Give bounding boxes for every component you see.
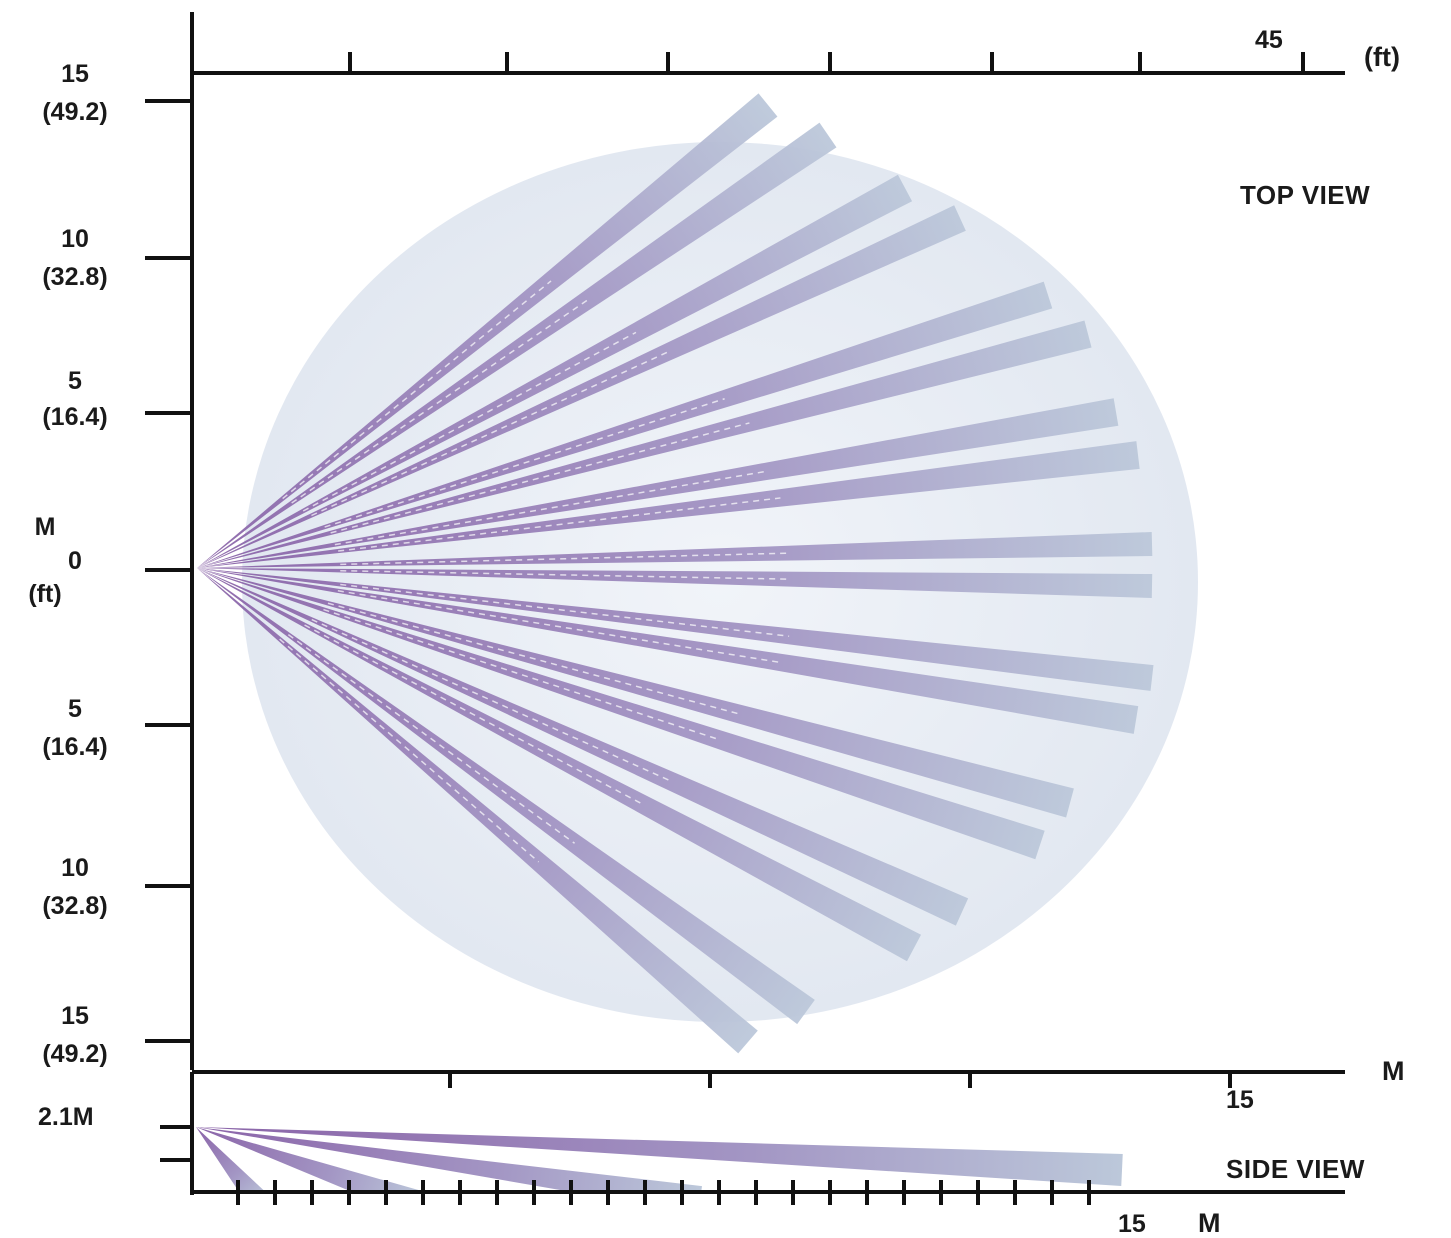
y-tick-3-m: 0 [68,547,82,575]
beam-2-dash [291,298,589,504]
y-tick-2-ft: (16.4) [42,403,107,431]
side-view-label: SIDE VIEW [1226,1154,1365,1184]
beam-11-dash [340,583,790,637]
beam-10 [197,568,1153,598]
ft-axis-unit: (ft) [1364,42,1400,72]
y-tick-5-m: 10 [61,854,89,882]
y-unit-bottom: (ft) [28,580,61,608]
beam-3 [197,174,913,568]
side-view-beams [196,1127,1123,1192]
top-view-label: TOP VIEW [1240,180,1370,210]
beam-3-dash [302,331,637,512]
beam-12 [197,568,1139,734]
beam-17-dash [287,633,576,844]
beam-17 [197,568,815,1025]
beam-7-dash [334,470,767,546]
beam-10-dash [340,569,790,580]
beam-18-dash [279,638,540,863]
ft-axis-end-label: 45 [1255,26,1283,54]
beam-5-dash [324,398,725,528]
y-tick-1-m: 10 [61,225,89,253]
beam-14 [197,568,1045,860]
y-tick-2-m: 5 [68,367,82,395]
beam-1 [197,93,778,568]
side-x-end-label: 15 [1118,1210,1146,1238]
side-beam-near [196,1127,266,1192]
beam-4 [197,205,966,568]
beam-12-dash [337,590,780,663]
beam-2 [197,122,837,568]
beam-1-dash [282,280,552,500]
y-tick-6-ft: (49.2) [42,1040,107,1068]
side-height-label: 2.1M [38,1103,94,1131]
y-tick-0-ft: (49.2) [42,98,107,126]
y-tick-4-ft: (16.4) [42,733,107,761]
side-beam-mid [196,1127,703,1192]
beam-18 [197,568,758,1054]
beam-11 [197,568,1154,691]
beam-6 [197,320,1092,568]
top-view-y-ticks [145,99,192,1043]
beam-15 [197,568,969,926]
side-beam-long [196,1127,1123,1186]
beam-13 [197,568,1074,818]
y-tick-0-m: 15 [61,60,89,88]
top-view-beams [197,93,1154,1054]
m-axis-ticks [448,1072,1232,1088]
beam-5 [197,281,1053,568]
side-view-x-ticks [236,1180,1091,1205]
beam-16 [197,568,922,962]
y-tick-4-m: 5 [68,695,82,723]
m-axis-unit: M [1382,1056,1405,1086]
beam-8 [197,441,1140,568]
y-tick-1-ft: (32.8) [42,263,107,291]
y-unit-top: M [35,513,56,541]
m-axis-end-label: 15 [1226,1086,1254,1114]
side-x-unit: M [1198,1208,1221,1238]
beam-8-dash [338,497,781,552]
beam-9-dash [340,552,790,566]
side-beam-short [196,1127,425,1192]
y-tick-5-ft: (32.8) [42,892,107,920]
y-tick-6-m: 15 [61,1002,89,1030]
beam-7 [197,398,1119,568]
beam-13-dash [327,602,739,715]
beam-9 [197,532,1153,568]
ft-axis-ticks [348,52,1305,73]
beam-14-dash [323,608,720,741]
beam-16-dash [304,624,642,805]
